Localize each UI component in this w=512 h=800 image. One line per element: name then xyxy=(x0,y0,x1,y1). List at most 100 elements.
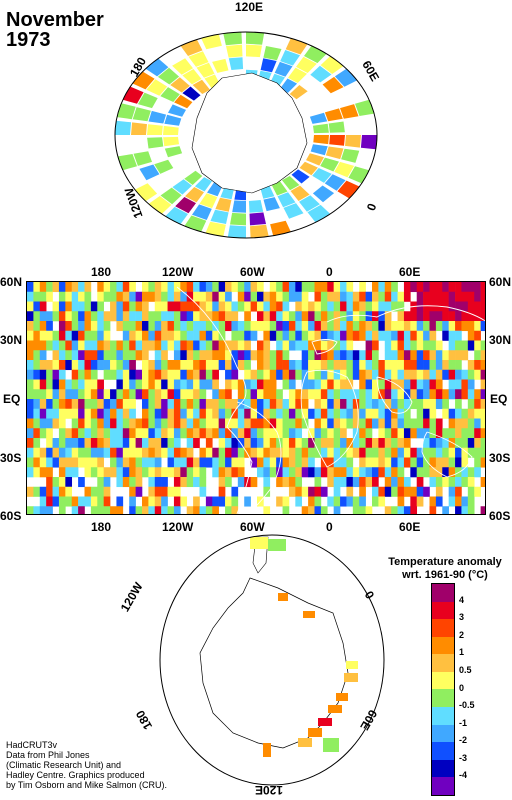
grid-cell xyxy=(52,418,60,429)
grid-cell xyxy=(467,477,475,488)
grid-cell xyxy=(295,389,303,400)
grid-cell xyxy=(90,301,98,312)
grid-cell xyxy=(467,418,475,429)
grid-cell xyxy=(212,418,219,429)
grid-cell xyxy=(116,291,124,302)
grid-cell xyxy=(244,360,251,371)
grid-cell xyxy=(320,467,328,478)
grid-cell xyxy=(27,360,34,371)
grid-cell xyxy=(455,311,462,322)
grid-cell xyxy=(276,399,283,410)
grid-cell xyxy=(295,399,303,410)
grid-cell xyxy=(122,477,130,488)
grid-cell xyxy=(193,321,200,332)
grid-cell xyxy=(416,379,424,390)
grid-cell xyxy=(148,428,156,439)
arctic-cell xyxy=(289,85,308,100)
arctic-cell xyxy=(170,77,190,93)
grid-cell xyxy=(186,330,194,341)
grid-cell xyxy=(403,321,411,332)
grid-cell xyxy=(448,301,456,312)
grid-cell xyxy=(448,457,456,468)
grid-cell xyxy=(435,447,443,458)
grid-cell xyxy=(148,506,156,514)
grid-cell xyxy=(269,428,277,439)
grid-cell xyxy=(397,408,405,419)
grid-cell xyxy=(365,506,373,514)
grid-cell xyxy=(480,438,485,449)
grid-cell xyxy=(154,291,162,302)
grid-cell xyxy=(103,291,111,302)
grid-cell xyxy=(391,467,398,478)
grid-cell xyxy=(39,389,47,400)
grid-cell xyxy=(33,438,41,449)
grid-cell xyxy=(231,379,239,390)
grid-cell xyxy=(212,330,219,341)
grid-cell xyxy=(154,311,162,322)
grid-cell xyxy=(71,389,79,400)
grid-cell xyxy=(257,340,264,351)
grid-cell xyxy=(129,340,136,351)
grid-cell xyxy=(180,282,188,293)
grid-cell xyxy=(225,496,232,507)
grid-cell xyxy=(397,428,405,439)
grid-cell xyxy=(129,486,136,497)
grid-cell xyxy=(193,418,200,429)
grid-cell xyxy=(205,428,213,439)
grid-cell xyxy=(103,506,111,514)
grid-cell xyxy=(416,496,424,507)
grid-cell xyxy=(142,447,149,458)
grid-cell xyxy=(180,496,188,507)
arctic-cell xyxy=(182,86,201,101)
grid-cell xyxy=(186,438,194,449)
grid-cell xyxy=(237,389,245,400)
grid-cell xyxy=(410,506,418,514)
grid-cell xyxy=(110,399,117,410)
grid-cell xyxy=(423,447,430,458)
arctic-cell xyxy=(172,58,193,75)
grid-cell xyxy=(46,506,53,514)
antarctic-cell xyxy=(344,673,358,682)
grid-cell xyxy=(205,301,213,312)
grid-cell xyxy=(295,418,303,429)
grid-cell xyxy=(148,399,156,410)
grid-cell xyxy=(391,486,398,497)
grid-cell xyxy=(71,282,79,293)
grid-cell xyxy=(218,438,226,449)
grid-cell xyxy=(423,321,430,332)
grid-cell xyxy=(442,399,449,410)
grid-cell xyxy=(218,496,226,507)
grid-cell xyxy=(180,467,188,478)
grid-cell xyxy=(250,389,258,400)
grid-cell xyxy=(205,350,213,361)
grid-cell xyxy=(135,428,143,439)
arctic-cell xyxy=(310,144,328,156)
grid-cell xyxy=(448,447,456,458)
grid-cell xyxy=(58,457,66,468)
grid-cell xyxy=(257,369,264,380)
grid-cell xyxy=(129,321,136,332)
grid-cell xyxy=(58,330,66,341)
grid-cell xyxy=(480,418,485,429)
grid-cell xyxy=(52,350,60,361)
grid-cell xyxy=(416,477,424,488)
grid-cell xyxy=(199,369,207,380)
grid-cell xyxy=(416,291,424,302)
grid-cell xyxy=(78,428,85,439)
grid-cell xyxy=(33,486,41,497)
grid-cell xyxy=(461,291,469,302)
grid-cell xyxy=(52,457,60,468)
arctic-cell xyxy=(227,225,246,238)
grid-cell xyxy=(218,408,226,419)
grid-cell xyxy=(263,360,271,371)
arctic-cell xyxy=(196,62,215,78)
grid-cell xyxy=(237,477,245,488)
grid-cell xyxy=(97,389,104,400)
grid-cell xyxy=(288,447,296,458)
grid-cell xyxy=(327,379,334,390)
grid-cell xyxy=(65,447,73,458)
grid-cell xyxy=(333,477,341,488)
grid-cell xyxy=(122,311,130,322)
grid-cell xyxy=(46,369,53,380)
grid-cell xyxy=(148,330,156,341)
